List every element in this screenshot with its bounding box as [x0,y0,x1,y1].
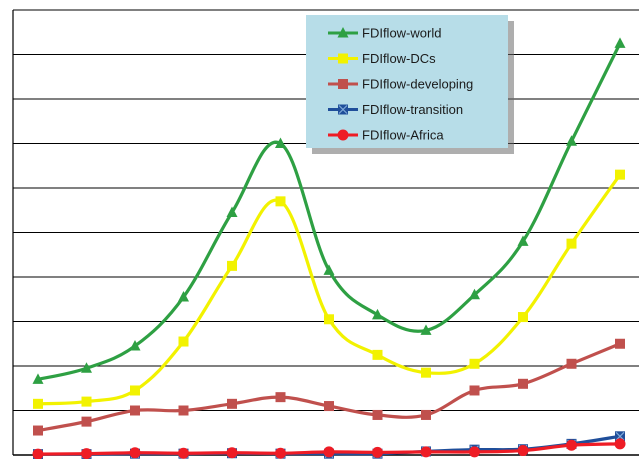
legend-item: FDIflow-transition [328,102,463,117]
data-point [178,447,189,459]
data-point [469,446,480,458]
series-layer [32,37,626,459]
data-point [227,260,237,271]
data-point [178,291,189,302]
data-point [372,349,383,360]
data-point [275,392,286,403]
data-point [615,169,625,180]
data-point [372,446,383,458]
series-FDIflow-DCs [33,169,625,409]
data-point [517,445,529,457]
data-point [81,416,92,427]
data-point [615,431,625,442]
data-point [275,196,286,207]
data-point [420,324,432,335]
data-point [421,409,431,420]
data-point [32,373,44,384]
data-point [81,448,92,459]
legend-marker [338,104,348,115]
data-point [324,314,334,325]
data-point [130,405,140,416]
data-point [178,336,189,347]
data-point [469,288,480,300]
data-point [421,367,431,378]
data-point [323,264,335,275]
legend: FDIflow-world FDIflow-DCs FDIflow-developi… [306,15,514,154]
data-point [372,409,383,420]
legend-label: FDIflow-DCs [362,51,436,66]
data-point [130,385,140,396]
data-point [566,358,577,369]
data-point [615,338,625,349]
series-FDIflow-Africa [32,438,626,459]
legend-label: FDIflow-transition [362,102,463,117]
data-point [324,401,334,412]
data-point [129,339,141,351]
legend-item: FDIflow-developing [328,77,473,92]
series-FDIflow-world [32,37,626,384]
legend-label: FDIflow-world [362,26,441,41]
legend-item: FDIflow-world [328,26,441,41]
data-point [518,378,528,389]
data-point [226,447,238,459]
data-point [566,439,577,451]
legend-label: FDIflow-developing [362,77,473,92]
data-point [420,446,432,458]
legend-marker [338,53,348,64]
data-point [129,447,141,459]
data-point [275,447,286,459]
legend-marker [338,79,348,89]
data-point [518,312,528,323]
data-point [517,235,529,246]
legend-marker [337,27,349,38]
legend-marker [337,129,349,141]
data-point [469,385,480,396]
data-point [33,425,43,436]
data-point [81,396,92,407]
data-point [226,206,238,217]
legend-label: FDIflow-Africa [362,128,444,143]
data-point [178,405,189,416]
data-point [614,37,626,48]
data-point [614,438,626,450]
data-point [227,398,237,409]
data-point [33,398,43,409]
data-point [566,238,577,249]
data-point [275,137,286,148]
data-point [566,135,577,146]
data-point [32,448,44,459]
data-point [81,362,92,373]
data-point [469,358,480,369]
legend-item: FDIflow-Africa [328,128,444,143]
series-FDIflow-developing [33,338,625,436]
legend-item: FDIflow-DCs [328,51,436,66]
data-point [372,308,383,320]
data-point [323,446,335,458]
